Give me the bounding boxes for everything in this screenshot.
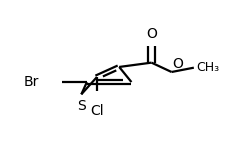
Text: S: S bbox=[77, 99, 86, 113]
Text: Br: Br bbox=[24, 75, 39, 89]
Text: Cl: Cl bbox=[90, 104, 104, 118]
Text: O: O bbox=[173, 57, 184, 71]
Text: CH₃: CH₃ bbox=[196, 61, 219, 74]
Text: O: O bbox=[146, 27, 157, 41]
